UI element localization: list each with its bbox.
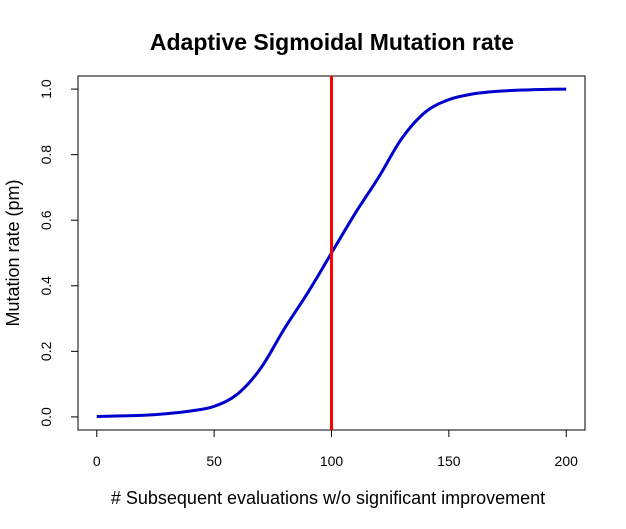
y-tick-label: 0.6 <box>38 210 54 230</box>
chart-title: Adaptive Sigmoidal Mutation rate <box>150 29 514 55</box>
y-axis-ticks: 0.0 0.2 0.4 0.6 0.8 1.0 <box>38 79 79 427</box>
y-tick-label: 0.2 <box>38 341 54 361</box>
plot-marks <box>96 76 567 430</box>
x-tick-label: 50 <box>206 453 222 469</box>
x-tick-label: 100 <box>320 453 344 469</box>
x-axis-ticks: 0 50 100 150 200 <box>93 429 579 469</box>
y-tick-label: 0.8 <box>38 145 54 165</box>
y-tick-label: 1.0 <box>38 79 54 99</box>
y-tick-label: 0.0 <box>38 407 54 427</box>
y-tick-label: 0.4 <box>38 276 54 296</box>
y-axis-label: Mutation rate (pm) <box>3 179 23 326</box>
x-axis-label: # Subsequent evaluations w/o significant… <box>111 488 545 508</box>
x-tick-label: 200 <box>555 453 579 469</box>
x-tick-label: 150 <box>437 453 461 469</box>
x-tick-label: 0 <box>93 453 101 469</box>
